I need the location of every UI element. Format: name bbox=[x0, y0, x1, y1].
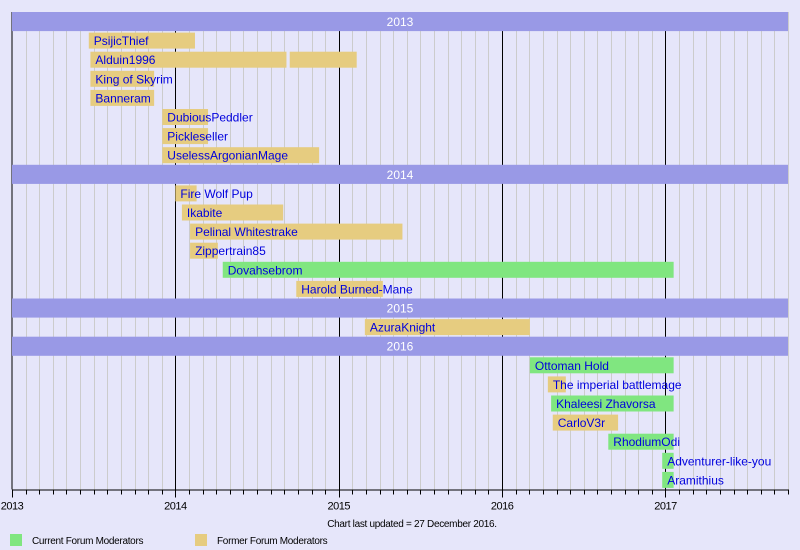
x-axis: 2013 2014 2015 2016 2017 bbox=[1, 489, 789, 513]
moderator-bar bbox=[364, 319, 530, 336]
moderator-bar bbox=[162, 128, 209, 145]
year-band-label: 2014 bbox=[387, 168, 414, 182]
moderator-label: Banneram bbox=[95, 91, 150, 105]
moderator-label: Aramithius bbox=[667, 473, 724, 487]
moderator-label: DubiousPeddler bbox=[167, 111, 252, 125]
legend-swatch-current bbox=[10, 534, 22, 546]
timeline-rows: 2013 PsijicThief Alduin1996 King of Skyrim B… bbox=[12, 12, 788, 488]
moderator-label: AzuraKnight bbox=[370, 321, 436, 335]
moderator-label: CarloV3r bbox=[558, 416, 605, 430]
moderator-label: Dovahsebrom bbox=[228, 263, 303, 277]
moderator-bar bbox=[296, 280, 383, 297]
moderator-bar bbox=[547, 376, 566, 393]
moderator-bar bbox=[88, 32, 195, 49]
moderator-label: UselessArgonianMage bbox=[167, 149, 288, 163]
year-band bbox=[12, 12, 788, 32]
year-band bbox=[12, 164, 788, 184]
moderator-bar bbox=[190, 242, 218, 259]
year-band bbox=[12, 336, 788, 356]
moderator-bar bbox=[181, 204, 284, 221]
moderator-bar bbox=[608, 433, 674, 450]
year-band-label: 2013 bbox=[387, 15, 414, 29]
moderator-label: PsijicThief bbox=[94, 34, 149, 48]
moderator-label: Zippertrain85 bbox=[195, 244, 266, 258]
moderator-label: Alduin1996 bbox=[95, 53, 155, 67]
x-tick-label: 2013 bbox=[1, 501, 24, 513]
year-band-label: 2015 bbox=[387, 302, 414, 316]
x-tick-label: 2017 bbox=[654, 501, 677, 513]
x-tick-label: 2016 bbox=[491, 501, 514, 513]
x-tick-label: 2015 bbox=[327, 501, 350, 513]
moderator-label: Harold Burned-Mane bbox=[301, 282, 413, 296]
moderator-label: Pelinal Whitestrake bbox=[195, 225, 298, 239]
x-tick-label: 2014 bbox=[164, 501, 187, 513]
legend-label-current: Current Forum Moderators bbox=[32, 536, 143, 547]
moderator-label: The imperial battlemage bbox=[553, 378, 682, 392]
moderator-bar bbox=[662, 471, 674, 488]
moderator-bar bbox=[175, 185, 197, 202]
moderator-bar bbox=[190, 223, 403, 240]
moderator-label: King of Skyrim bbox=[95, 72, 172, 86]
moderator-bar bbox=[222, 261, 674, 278]
moderator-label: Fire Wolf Pup bbox=[180, 187, 253, 201]
moderator-label: Pickleseller bbox=[167, 130, 228, 144]
moderator-label: Adventurer-like-you bbox=[667, 454, 771, 468]
moderator-label: RhodiumOdi bbox=[613, 435, 680, 449]
moderator-bar bbox=[289, 51, 357, 68]
moderator-bar bbox=[162, 147, 320, 164]
moderator-label: Ottoman Hold bbox=[535, 359, 609, 373]
footer-note: Chart last updated = 27 December 2016. bbox=[327, 519, 497, 530]
moderator-bar bbox=[90, 70, 155, 87]
legend-swatch-former bbox=[195, 534, 207, 546]
moderator-bar bbox=[162, 109, 209, 125]
moderator-bar bbox=[662, 452, 674, 469]
legend-label-former: Former Forum Moderators bbox=[217, 536, 328, 547]
moderator-bar bbox=[529, 357, 674, 374]
year-band bbox=[12, 298, 788, 318]
moderator-bar bbox=[552, 414, 619, 431]
legend: Current Forum Moderators Former Forum Mod… bbox=[10, 534, 328, 547]
moderator-bar bbox=[551, 395, 674, 412]
year-band-label: 2016 bbox=[387, 340, 414, 354]
moderator-label: Ikabite bbox=[187, 206, 223, 220]
moderator-label: Khaleesi Zhavorsa bbox=[556, 397, 656, 411]
moderator-bar bbox=[90, 89, 155, 106]
moderator-bar bbox=[90, 51, 287, 68]
